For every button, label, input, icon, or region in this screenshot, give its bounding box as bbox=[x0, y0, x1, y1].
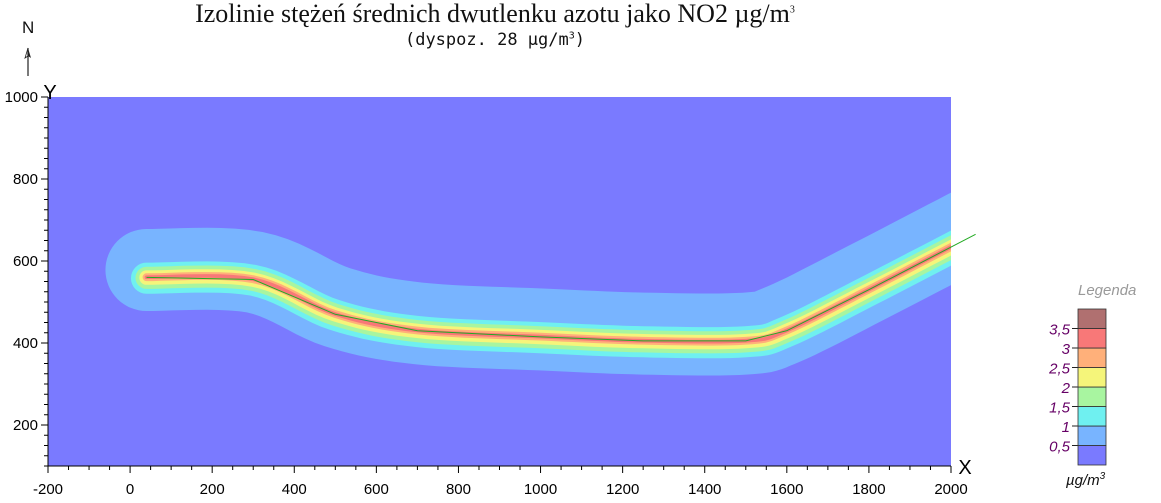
x-tick-label: -200 bbox=[33, 481, 63, 498]
legend-title: Legenda bbox=[1078, 282, 1137, 299]
legend-swatch bbox=[1077, 308, 1107, 329]
road-layer bbox=[146, 233, 976, 342]
contour-band-3 bbox=[135, 235, 951, 354]
contour-layer bbox=[105, 192, 951, 376]
x-tick-label: 800 bbox=[446, 481, 471, 498]
x-tick-label: 1400 bbox=[688, 481, 721, 498]
legend-label: 3 bbox=[1062, 341, 1071, 358]
y-tick-label: 600 bbox=[13, 253, 38, 270]
legend-swatch bbox=[1077, 445, 1107, 466]
y-tick-label: 200 bbox=[13, 417, 38, 434]
chart-title: Izolinie stężeń średnich dwutlenku azotu… bbox=[195, 0, 795, 28]
legend-swatch bbox=[1077, 406, 1107, 427]
legend-unit: µg/m3 bbox=[1066, 471, 1106, 490]
x-tick-label: 2000 bbox=[934, 481, 967, 498]
legend-unit-sup: 3 bbox=[1099, 471, 1106, 482]
x-tick-label: 200 bbox=[200, 481, 225, 498]
x-tick-label: 400 bbox=[282, 481, 307, 498]
y-tick-label: 400 bbox=[13, 335, 38, 352]
x-tick-label: 1600 bbox=[770, 481, 803, 498]
x-axis-label: X bbox=[958, 457, 971, 479]
chart-subtitle-sup: 3 bbox=[568, 30, 575, 42]
legend-layer: 0,5 1 1,5 2 2,5 3 3,5 bbox=[1048, 308, 1107, 466]
contour-band-6 bbox=[144, 244, 951, 344]
chart-subtitle: (dyspoz. 28 µg/m3) bbox=[404, 30, 586, 50]
legend-label: 2,5 bbox=[1048, 361, 1071, 378]
legend-label: 1 bbox=[1062, 419, 1070, 436]
contour-band-4 bbox=[139, 239, 951, 350]
contour-band-5 bbox=[142, 242, 951, 346]
y-axis-label: Y bbox=[43, 82, 56, 104]
x-tick-label: 1800 bbox=[852, 481, 885, 498]
legend-swatch bbox=[1077, 367, 1107, 388]
legend-swatch bbox=[1077, 347, 1107, 368]
legend-swatch bbox=[1077, 328, 1107, 349]
x-tick-label: 1200 bbox=[606, 481, 639, 498]
legend-swatch bbox=[1077, 425, 1107, 446]
y-tick-label: 1000 bbox=[5, 89, 38, 106]
legend-label: 3,5 bbox=[1049, 322, 1071, 339]
legend-label: 2 bbox=[1061, 380, 1071, 397]
legend-label: 1,5 bbox=[1049, 400, 1071, 417]
x-tick-label: 600 bbox=[364, 481, 389, 498]
y-tick-label: 800 bbox=[13, 171, 38, 188]
x-tick-label: 0 bbox=[126, 481, 134, 498]
north-label: N bbox=[22, 18, 35, 37]
legend-label: 0,5 bbox=[1049, 439, 1071, 456]
axes-layer: -200 0 200 400 600 800 1000 1200 1400 1600 1800 200… bbox=[5, 82, 972, 498]
chart-title-sup: 3 bbox=[789, 4, 795, 16]
legend-swatch bbox=[1077, 386, 1107, 407]
x-tick-label: 1000 bbox=[524, 481, 557, 498]
chart-subtitle-end: ) bbox=[574, 30, 586, 50]
north-arrow-icon bbox=[24, 47, 31, 76]
road-line bbox=[146, 233, 976, 342]
